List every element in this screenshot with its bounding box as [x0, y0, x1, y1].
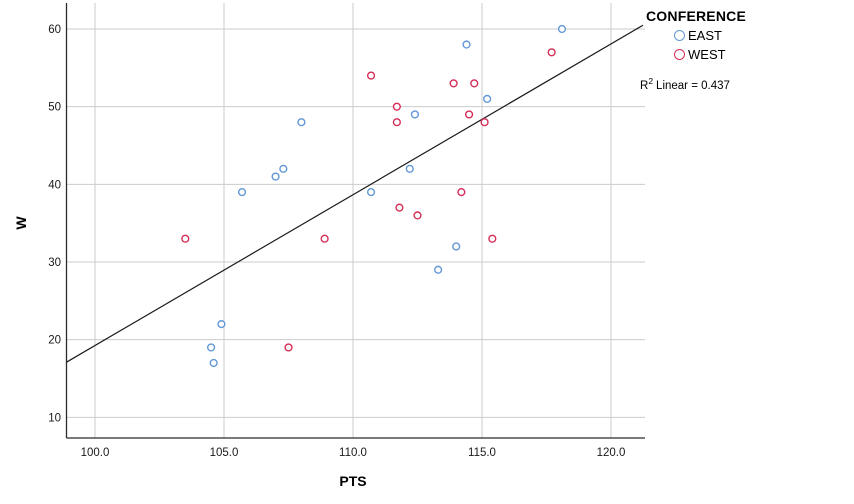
east-data-point [434, 265, 443, 274]
west-data-point [449, 79, 458, 88]
west-data-point [470, 79, 479, 88]
legend: CONFERENCE EAST WEST [646, 8, 746, 62]
west-data-point [320, 234, 329, 243]
r2-superscript: 2 [648, 76, 654, 86]
west-data-point [181, 234, 190, 243]
west-marker-icon [674, 48, 685, 60]
legend-label-west: WEST [688, 46, 726, 62]
y-tick-label: 60 [48, 24, 61, 36]
west-data-point [480, 118, 489, 127]
east-data-point [410, 110, 420, 119]
west-data-point [547, 48, 556, 57]
east-data-point [237, 188, 247, 197]
west-data-point [465, 110, 474, 119]
x-tick-label: 105.0 [210, 447, 239, 459]
east-marker-icon [674, 29, 685, 41]
west-data-point [488, 234, 497, 243]
east-data-point [207, 343, 216, 352]
x-tick-label: 120.0 [597, 447, 626, 459]
y-tick-label: 30 [48, 257, 61, 269]
r2-label: R [640, 79, 649, 92]
y-tick-label: 40 [48, 179, 61, 191]
legend-label-east: EAST [688, 27, 722, 43]
y-tick-label: 20 [48, 335, 61, 347]
east-data-point [405, 164, 414, 173]
east-data-point [483, 94, 492, 104]
east-data-point [209, 358, 218, 368]
r2-annotation: R2 Linear = 0.437 [640, 76, 730, 92]
x-tick-label: 100.0 [81, 447, 110, 459]
east-data-point [452, 242, 461, 251]
y-axis-title: W [13, 216, 29, 230]
east-data-point [366, 188, 376, 197]
west-data-point [392, 118, 401, 127]
west-data-point [395, 203, 404, 212]
west-data-point [366, 71, 376, 80]
west-data-point [413, 211, 422, 220]
west-data-point [457, 188, 466, 197]
west-data-point [284, 343, 293, 352]
legend-title: CONFERENCE [646, 8, 747, 24]
east-data-point [557, 24, 567, 34]
y-tick-label: 50 [48, 102, 61, 114]
legend-entry-east: EAST [674, 27, 746, 43]
east-data-point [279, 164, 288, 173]
east-data-point [297, 118, 306, 127]
r2-text: Linear = 0.437 [656, 79, 730, 92]
east-data-point [271, 172, 280, 181]
east-data-point [217, 320, 226, 329]
east-data-point [462, 40, 471, 49]
x-axis-title: PTS [339, 473, 367, 489]
x-tick-label: 110.0 [339, 447, 367, 459]
y-tick-label: 10 [48, 412, 61, 424]
fit-line [66, 24, 644, 363]
legend-entry-west: WEST [674, 46, 746, 62]
x-tick-label: 115.0 [468, 447, 496, 459]
west-data-point [392, 102, 401, 111]
